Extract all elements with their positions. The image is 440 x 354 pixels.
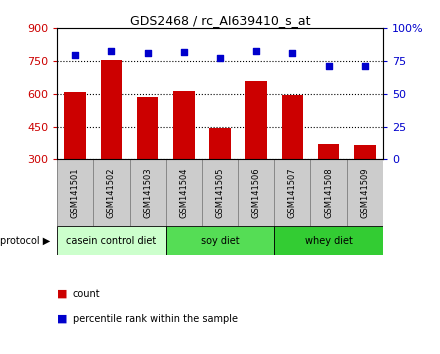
Bar <box>64 92 86 160</box>
Bar <box>57 226 166 255</box>
Text: casein control diet: casein control diet <box>66 235 157 246</box>
Point <box>108 48 115 53</box>
Text: GSM141508: GSM141508 <box>324 167 333 218</box>
Text: GSM141506: GSM141506 <box>252 167 260 218</box>
Bar <box>318 144 339 160</box>
Point <box>289 50 296 56</box>
Point <box>216 56 224 61</box>
Point <box>144 50 151 56</box>
Bar <box>166 226 274 255</box>
Bar <box>274 160 311 226</box>
Point <box>253 48 260 53</box>
Bar <box>246 81 267 160</box>
Point <box>325 63 332 69</box>
Bar <box>238 160 274 226</box>
Bar <box>93 160 129 226</box>
Text: GSM141502: GSM141502 <box>107 168 116 218</box>
Text: GSM141503: GSM141503 <box>143 167 152 218</box>
Bar <box>311 160 347 226</box>
Text: GSM141509: GSM141509 <box>360 168 369 218</box>
Bar <box>129 160 166 226</box>
Text: whey diet: whey diet <box>304 235 352 246</box>
Point <box>180 49 187 55</box>
Bar <box>354 145 376 160</box>
Bar <box>274 226 383 255</box>
Bar <box>57 160 93 226</box>
Text: ■: ■ <box>57 289 68 299</box>
Bar <box>173 91 194 160</box>
Bar <box>209 128 231 160</box>
Point <box>361 63 368 69</box>
Text: GSM141501: GSM141501 <box>71 168 80 218</box>
Text: GSM141504: GSM141504 <box>180 168 188 218</box>
Text: protocol ▶: protocol ▶ <box>0 235 50 246</box>
Text: soy diet: soy diet <box>201 235 239 246</box>
Bar <box>282 96 303 160</box>
Bar <box>101 60 122 160</box>
Bar <box>137 97 158 160</box>
Bar <box>347 160 383 226</box>
Text: count: count <box>73 289 100 299</box>
Text: GSM141505: GSM141505 <box>216 168 224 218</box>
Text: percentile rank within the sample: percentile rank within the sample <box>73 314 238 324</box>
Bar <box>202 160 238 226</box>
Text: ■: ■ <box>57 314 68 324</box>
Bar <box>166 160 202 226</box>
Title: GDS2468 / rc_AI639410_s_at: GDS2468 / rc_AI639410_s_at <box>130 14 310 27</box>
Point <box>72 52 79 57</box>
Text: GSM141507: GSM141507 <box>288 167 297 218</box>
